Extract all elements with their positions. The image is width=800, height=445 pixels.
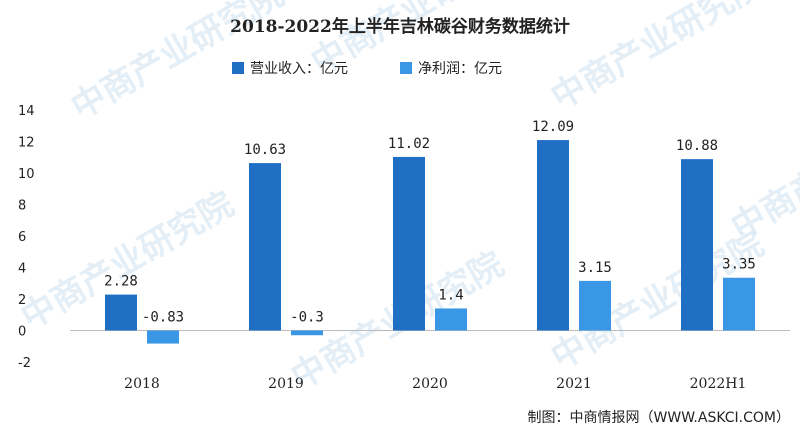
- bar: [147, 330, 179, 344]
- y-tick-label: -2: [18, 356, 31, 371]
- y-tick-label: 14: [18, 104, 35, 119]
- data-label: 3.35: [722, 257, 756, 273]
- bar: [435, 308, 467, 331]
- bar: [291, 330, 323, 336]
- source-note: 制图：中商情报网（WWW.ASKCI.COM）: [528, 410, 790, 426]
- legend: 营业收入：亿元 净利润：亿元: [232, 61, 502, 77]
- bar: [537, 140, 569, 331]
- x-tick-label: 2022H1: [690, 376, 747, 392]
- y-tick-label: 2: [18, 293, 26, 308]
- legend-swatch: [400, 62, 412, 74]
- data-label: -0.3: [290, 310, 324, 326]
- bar: [393, 156, 425, 331]
- watermark-text: 中商产业研究院: [725, 94, 800, 248]
- bar: [681, 159, 713, 331]
- data-label: 12.09: [532, 119, 574, 135]
- legend-swatch: [232, 62, 244, 74]
- data-label: 2.28: [104, 274, 138, 290]
- legend-label: 净利润：亿元: [418, 61, 502, 77]
- data-label: 1.4: [438, 287, 463, 303]
- data-label: 3.15: [578, 260, 612, 276]
- y-tick-label: 4: [18, 262, 26, 277]
- data-label: 10.88: [676, 138, 718, 154]
- bar: [249, 163, 281, 331]
- y-tick-label: 6: [18, 230, 26, 245]
- legend-label: 营业收入：亿元: [250, 61, 348, 77]
- bar: [723, 277, 755, 331]
- x-axis: 2018 2019 2020 2021 2022H1: [124, 376, 746, 392]
- y-tick-label: 10: [18, 167, 35, 182]
- y-tick-label: 12: [18, 136, 35, 151]
- data-label: 11.02: [388, 136, 430, 152]
- data-label: -0.83: [142, 310, 184, 326]
- y-tick-label: 0: [18, 325, 26, 340]
- chart-title: 2018-2022年上半年吉林碳谷财务数据统计: [230, 16, 570, 37]
- bar: [579, 280, 611, 331]
- watermark-text: 中商产业研究院: [545, 0, 771, 118]
- bar: [105, 294, 137, 331]
- x-tick-label: 2021: [556, 376, 592, 392]
- x-tick-label: 2019: [268, 376, 304, 392]
- y-axis: -2 0 2 4 6 8 10 12 14: [18, 104, 35, 371]
- bars: 2.28 -0.83 10.63 -0.3 11.02 1.4 12.09 3.15 10.88…: [104, 119, 756, 344]
- x-tick-label: 2020: [412, 376, 448, 392]
- x-tick-label: 2018: [124, 376, 160, 392]
- data-label: 10.63: [244, 142, 286, 158]
- y-tick-label: 8: [18, 199, 26, 214]
